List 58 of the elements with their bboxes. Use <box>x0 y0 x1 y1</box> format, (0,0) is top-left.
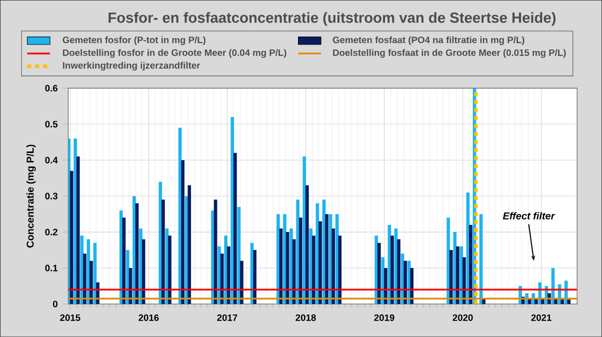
x-tick-label: 2019 <box>374 314 394 321</box>
bar <box>560 300 564 304</box>
bar <box>302 156 306 304</box>
y-axis-title: Concentratie (mg P/L) <box>26 144 36 248</box>
legend-label: Doelstelling fosfaat in de Groote Meer (0.015 mg P/L) <box>333 48 566 58</box>
bar <box>298 218 302 304</box>
y-tick-label: 0.6 <box>45 84 58 92</box>
bar <box>168 236 172 304</box>
y-tick-label: 0 <box>53 300 58 308</box>
bar <box>449 250 453 304</box>
bar <box>338 236 342 304</box>
annotation: Effect filter <box>502 212 556 220</box>
y-tick-label: 0.1 <box>45 264 58 272</box>
legend-label: Gemeten fosfaat (PO4 na filtratie in mg P/L) <box>332 36 524 45</box>
bar <box>456 246 460 304</box>
bar <box>446 218 450 304</box>
y-tick-label: 0.2 <box>45 228 58 236</box>
x-tick-label: 2016 <box>138 314 159 321</box>
legend-label: Gemeten fosfor (P-tot in mg P/L) <box>62 36 206 45</box>
bar <box>181 160 184 304</box>
bar <box>86 239 90 304</box>
bar <box>567 300 571 304</box>
bar <box>462 257 466 304</box>
bar <box>325 214 328 304</box>
bar <box>90 260 93 304</box>
bar <box>74 138 77 304</box>
bar <box>158 182 162 304</box>
bar <box>234 152 237 304</box>
y-tick-label: 0.4 <box>45 156 58 164</box>
bar <box>226 246 230 304</box>
bar <box>253 250 256 304</box>
bar <box>397 239 400 304</box>
bar <box>83 254 86 304</box>
x-tick-label: 2015 <box>60 314 80 321</box>
x-tick-label: 2020 <box>452 314 473 321</box>
x-tick-label: 2018 <box>296 314 316 321</box>
bar <box>377 242 381 304</box>
x-tick-label: 2017 <box>217 314 238 321</box>
bar <box>162 200 165 304</box>
bar <box>237 206 241 304</box>
y-tick-label: 0.5 <box>45 120 58 128</box>
legend-label: Inwerkingtreding ijzerzandfilter <box>63 62 200 70</box>
y-tick-label: 0.3 <box>45 192 58 200</box>
bar <box>230 116 234 304</box>
chart-title: Fosfor- en fosfaatconcentratie (uitstroom van de Steertse Heide) <box>108 12 556 26</box>
bar <box>332 228 335 304</box>
bar <box>312 236 316 304</box>
bar <box>404 260 407 304</box>
bar <box>188 185 192 304</box>
bar <box>76 156 80 304</box>
bar <box>318 221 322 304</box>
bar <box>390 236 394 304</box>
legend-label: Doelstelling fosfor in de Groote Meer (0.04 mg P/L) <box>63 48 286 58</box>
x-tick-label: 2021 <box>531 314 552 321</box>
bar <box>305 185 309 304</box>
bar <box>384 268 388 304</box>
bar <box>469 224 472 304</box>
bar <box>240 260 244 304</box>
